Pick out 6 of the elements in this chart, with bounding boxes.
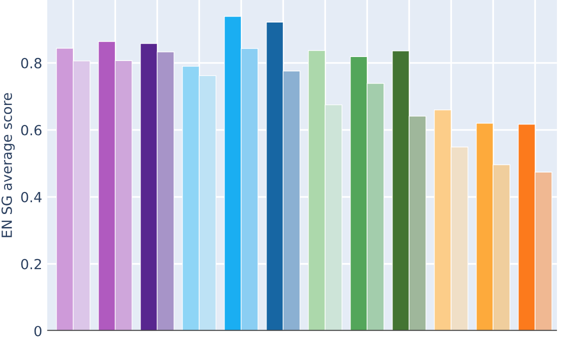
- y-axis-title: EN SG average score: [2, 93, 15, 238]
- y-tick-label: 0.2: [21, 258, 41, 270]
- y-tick-label: 0.6: [21, 124, 42, 136]
- y-tick-label: 0.4: [21, 192, 42, 202]
- y-tick-label: 0: [34, 326, 42, 336]
- y-tick-label: 0.8: [21, 58, 42, 68]
